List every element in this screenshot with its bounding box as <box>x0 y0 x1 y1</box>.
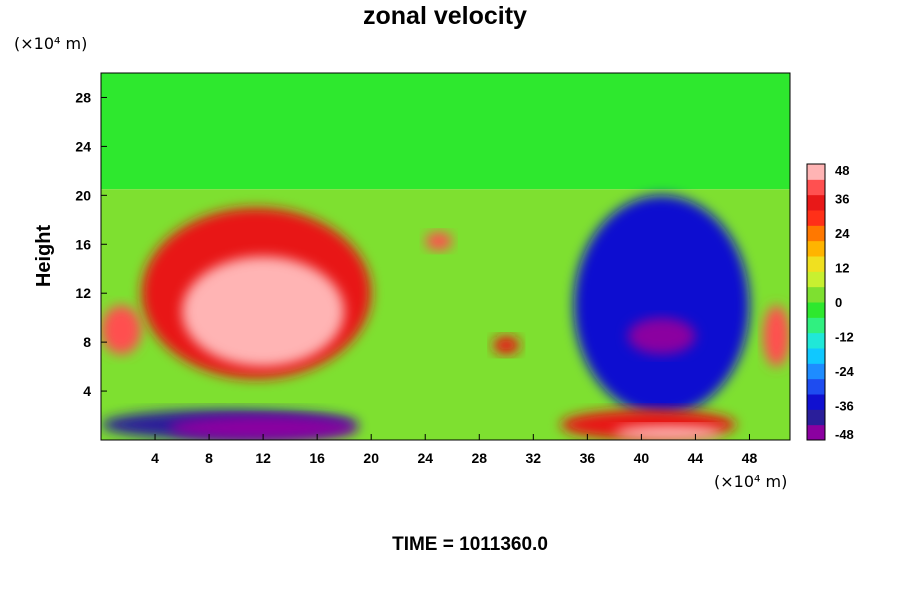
x-unit-label: (×10⁴ m) <box>714 472 787 491</box>
y-tick-label: 16 <box>75 236 91 252</box>
colorbar-swatch <box>807 271 825 288</box>
y-axis-label: Height <box>33 225 55 288</box>
field-region <box>182 256 345 367</box>
x-tick-label: 36 <box>580 450 596 466</box>
y-tick-label: 28 <box>75 89 91 105</box>
y-tick-label: 8 <box>83 334 91 350</box>
y-tick-label: 24 <box>75 138 91 154</box>
x-tick-label: 24 <box>417 450 433 466</box>
x-tick-label: 20 <box>363 450 379 466</box>
colorbar-tick-label: 36 <box>835 192 849 207</box>
field-region <box>492 336 520 355</box>
colorbar-swatch <box>807 348 825 364</box>
colorbar-swatch <box>807 424 825 441</box>
y-tick-label: 20 <box>75 187 91 203</box>
colorbar-swatch <box>807 256 825 272</box>
colorbar-tick-label: 12 <box>835 261 849 276</box>
colorbar-swatch <box>807 194 825 211</box>
colorbar-swatch <box>807 378 825 395</box>
field-region <box>168 415 358 440</box>
x-tick-label: 44 <box>688 450 704 466</box>
colorbar-swatch <box>807 179 825 196</box>
colorbar-swatch <box>807 317 825 334</box>
y-tick-label: 4 <box>83 383 91 399</box>
colorbar-swatch <box>807 225 825 242</box>
colorbar-tick-label: -36 <box>835 399 854 414</box>
colorbar-tick-label: 0 <box>835 295 842 310</box>
field-region <box>101 305 142 355</box>
colorbar-tick-label: -12 <box>835 330 854 345</box>
plot-area <box>100 72 791 441</box>
colorbar-swatch <box>807 394 825 410</box>
colorbar-swatch <box>807 286 825 303</box>
x-tick-label: 40 <box>634 450 650 466</box>
x-tick-label: 12 <box>255 450 271 466</box>
velocity-field <box>101 73 790 440</box>
y-unit-label: (×10⁴ m) <box>14 34 87 53</box>
x-tick-label: 16 <box>309 450 325 466</box>
chart-title: zonal velocity <box>363 2 527 30</box>
x-axis: 4 8 12 16 20 24 28 32 36 40 44 48 <box>151 434 757 466</box>
colorbar-tick-label: 48 <box>835 163 849 178</box>
y-axis: 4 8 12 16 20 24 28 <box>75 89 107 399</box>
colorbar-swatch <box>807 363 825 380</box>
x-tick-label: 32 <box>526 450 542 466</box>
x-tick-label: 4 <box>151 450 159 466</box>
colorbar-frame <box>806 163 826 441</box>
y-tick-label: 12 <box>75 285 91 301</box>
plot-frame <box>100 72 791 441</box>
field-region <box>762 305 790 367</box>
colorbar: 48 36 24 12 0 -12 -24 -36 -48 <box>806 163 855 442</box>
x-tick-label: 48 <box>742 450 758 466</box>
field-region <box>573 195 750 416</box>
colorbar-tick-label: -24 <box>835 364 855 379</box>
colorbar-swatch <box>807 164 825 180</box>
x-tick-label: 8 <box>205 450 213 466</box>
colorbar-swatch <box>807 332 825 349</box>
colorbar-swatch <box>807 210 825 226</box>
colorbar-swatch <box>807 240 825 257</box>
colorbar-swatch <box>807 409 825 426</box>
colorbar-swatch <box>807 302 825 318</box>
field-region <box>425 232 453 251</box>
colorbar-tick-label: 24 <box>835 226 850 241</box>
field-region <box>627 317 696 355</box>
field-region <box>614 425 723 440</box>
field-region <box>101 73 790 190</box>
time-label: TIME = 1011360.0 <box>392 534 548 555</box>
colorbar-tick-label: -48 <box>835 427 854 442</box>
x-tick-label: 28 <box>471 450 487 466</box>
